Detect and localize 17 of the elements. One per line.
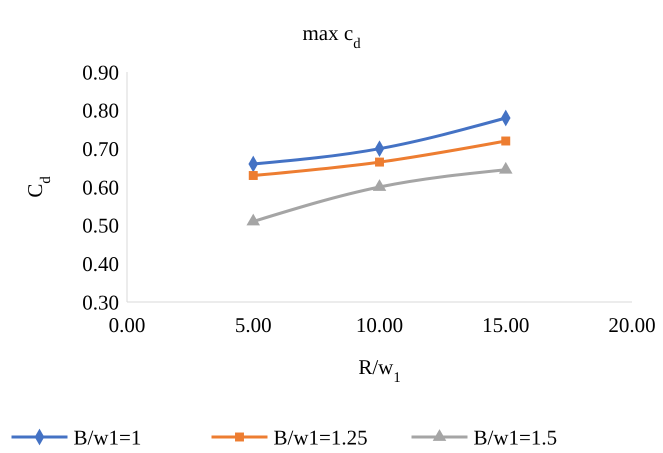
x-tick-label: 20.00 xyxy=(608,313,656,337)
legend-label: B/w1=1 xyxy=(74,425,142,450)
x-tick-label: 10.00 xyxy=(356,313,404,337)
y-tick-label: 0.60 xyxy=(82,175,119,200)
y-tick-label: 0.40 xyxy=(82,252,119,276)
y-tick-label: 0.80 xyxy=(82,98,119,123)
y-tick-label: 0.70 xyxy=(82,137,119,162)
legend-label: B/w1=1.5 xyxy=(474,425,558,450)
x-tick-label: 5.00 xyxy=(234,313,272,337)
x-tick-label: 0.00 xyxy=(108,313,146,337)
x-tick-label: 15.00 xyxy=(482,313,530,337)
y-tick-label: 0.90 xyxy=(82,60,119,84)
y-tick-label: 0.30 xyxy=(82,290,119,314)
y-tick-label: 0.50 xyxy=(82,214,119,238)
chart-title: max c$_{d}$ xyxy=(302,21,362,52)
x-axis-title: R/w$_{1}$ xyxy=(358,355,401,386)
legend-label: B/w1=1.25 xyxy=(274,425,368,450)
